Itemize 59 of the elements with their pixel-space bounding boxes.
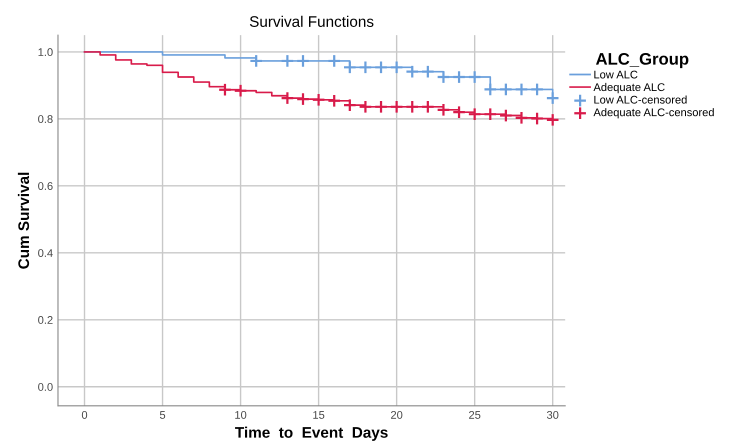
y-tick-label: 0.2 — [38, 316, 53, 324]
point — [546, 112, 560, 127]
point — [483, 82, 498, 96]
point — [436, 70, 450, 84]
point — [327, 94, 342, 108]
x-tick-label: 0 — [82, 410, 88, 419]
x-tick-label: 15 — [313, 411, 324, 419]
legend-label: Adequate ALC-censored — [593, 108, 714, 118]
point — [530, 82, 544, 96]
point — [514, 110, 528, 125]
x-tick-label: 30 — [546, 410, 558, 419]
point — [358, 100, 372, 114]
x-tick-label: 5 — [160, 411, 166, 419]
point — [436, 102, 450, 117]
point — [468, 70, 482, 84]
point — [374, 60, 388, 74]
point — [327, 54, 342, 68]
point — [498, 82, 513, 96]
legend-title: ALC_Group — [596, 53, 688, 68]
point — [498, 108, 513, 122]
point — [374, 100, 388, 114]
point — [405, 100, 420, 114]
point — [420, 100, 435, 114]
y-tick-label: 0.8 — [38, 115, 53, 124]
point — [296, 54, 310, 68]
point — [452, 70, 466, 84]
point — [530, 112, 544, 126]
point — [342, 98, 357, 112]
point — [514, 82, 528, 96]
legend-label: Adequate ALC — [593, 82, 665, 94]
point — [452, 105, 466, 120]
y-tick-label: 0.0 — [38, 383, 53, 391]
point — [405, 64, 420, 79]
point — [420, 64, 435, 79]
legend-label: Low ALC-censored — [594, 95, 687, 104]
y-tick-label: 1.0 — [38, 48, 53, 56]
point — [280, 54, 294, 68]
point — [483, 107, 498, 122]
x-tick-label: 10 — [235, 410, 246, 419]
point — [546, 91, 560, 106]
point — [342, 60, 357, 74]
y-axis-title: Cum Survival — [18, 172, 30, 269]
point — [218, 82, 232, 97]
x-axis-title: Time to Event Days — [235, 426, 388, 441]
point — [234, 84, 248, 98]
point — [249, 54, 264, 68]
point — [358, 60, 372, 74]
point — [468, 107, 482, 122]
legend-label: Low ALC — [594, 70, 638, 78]
chart-title: Survival Functions — [250, 16, 374, 27]
x-tick-label: 25 — [469, 410, 480, 419]
y-tick-label: 0.4 — [38, 249, 53, 257]
point — [296, 92, 310, 106]
point — [390, 60, 404, 74]
x-tick-label: 20 — [391, 410, 402, 419]
point — [312, 92, 326, 107]
point — [280, 91, 294, 106]
y-tick-label: 0.6 — [38, 182, 53, 190]
point — [390, 100, 404, 114]
